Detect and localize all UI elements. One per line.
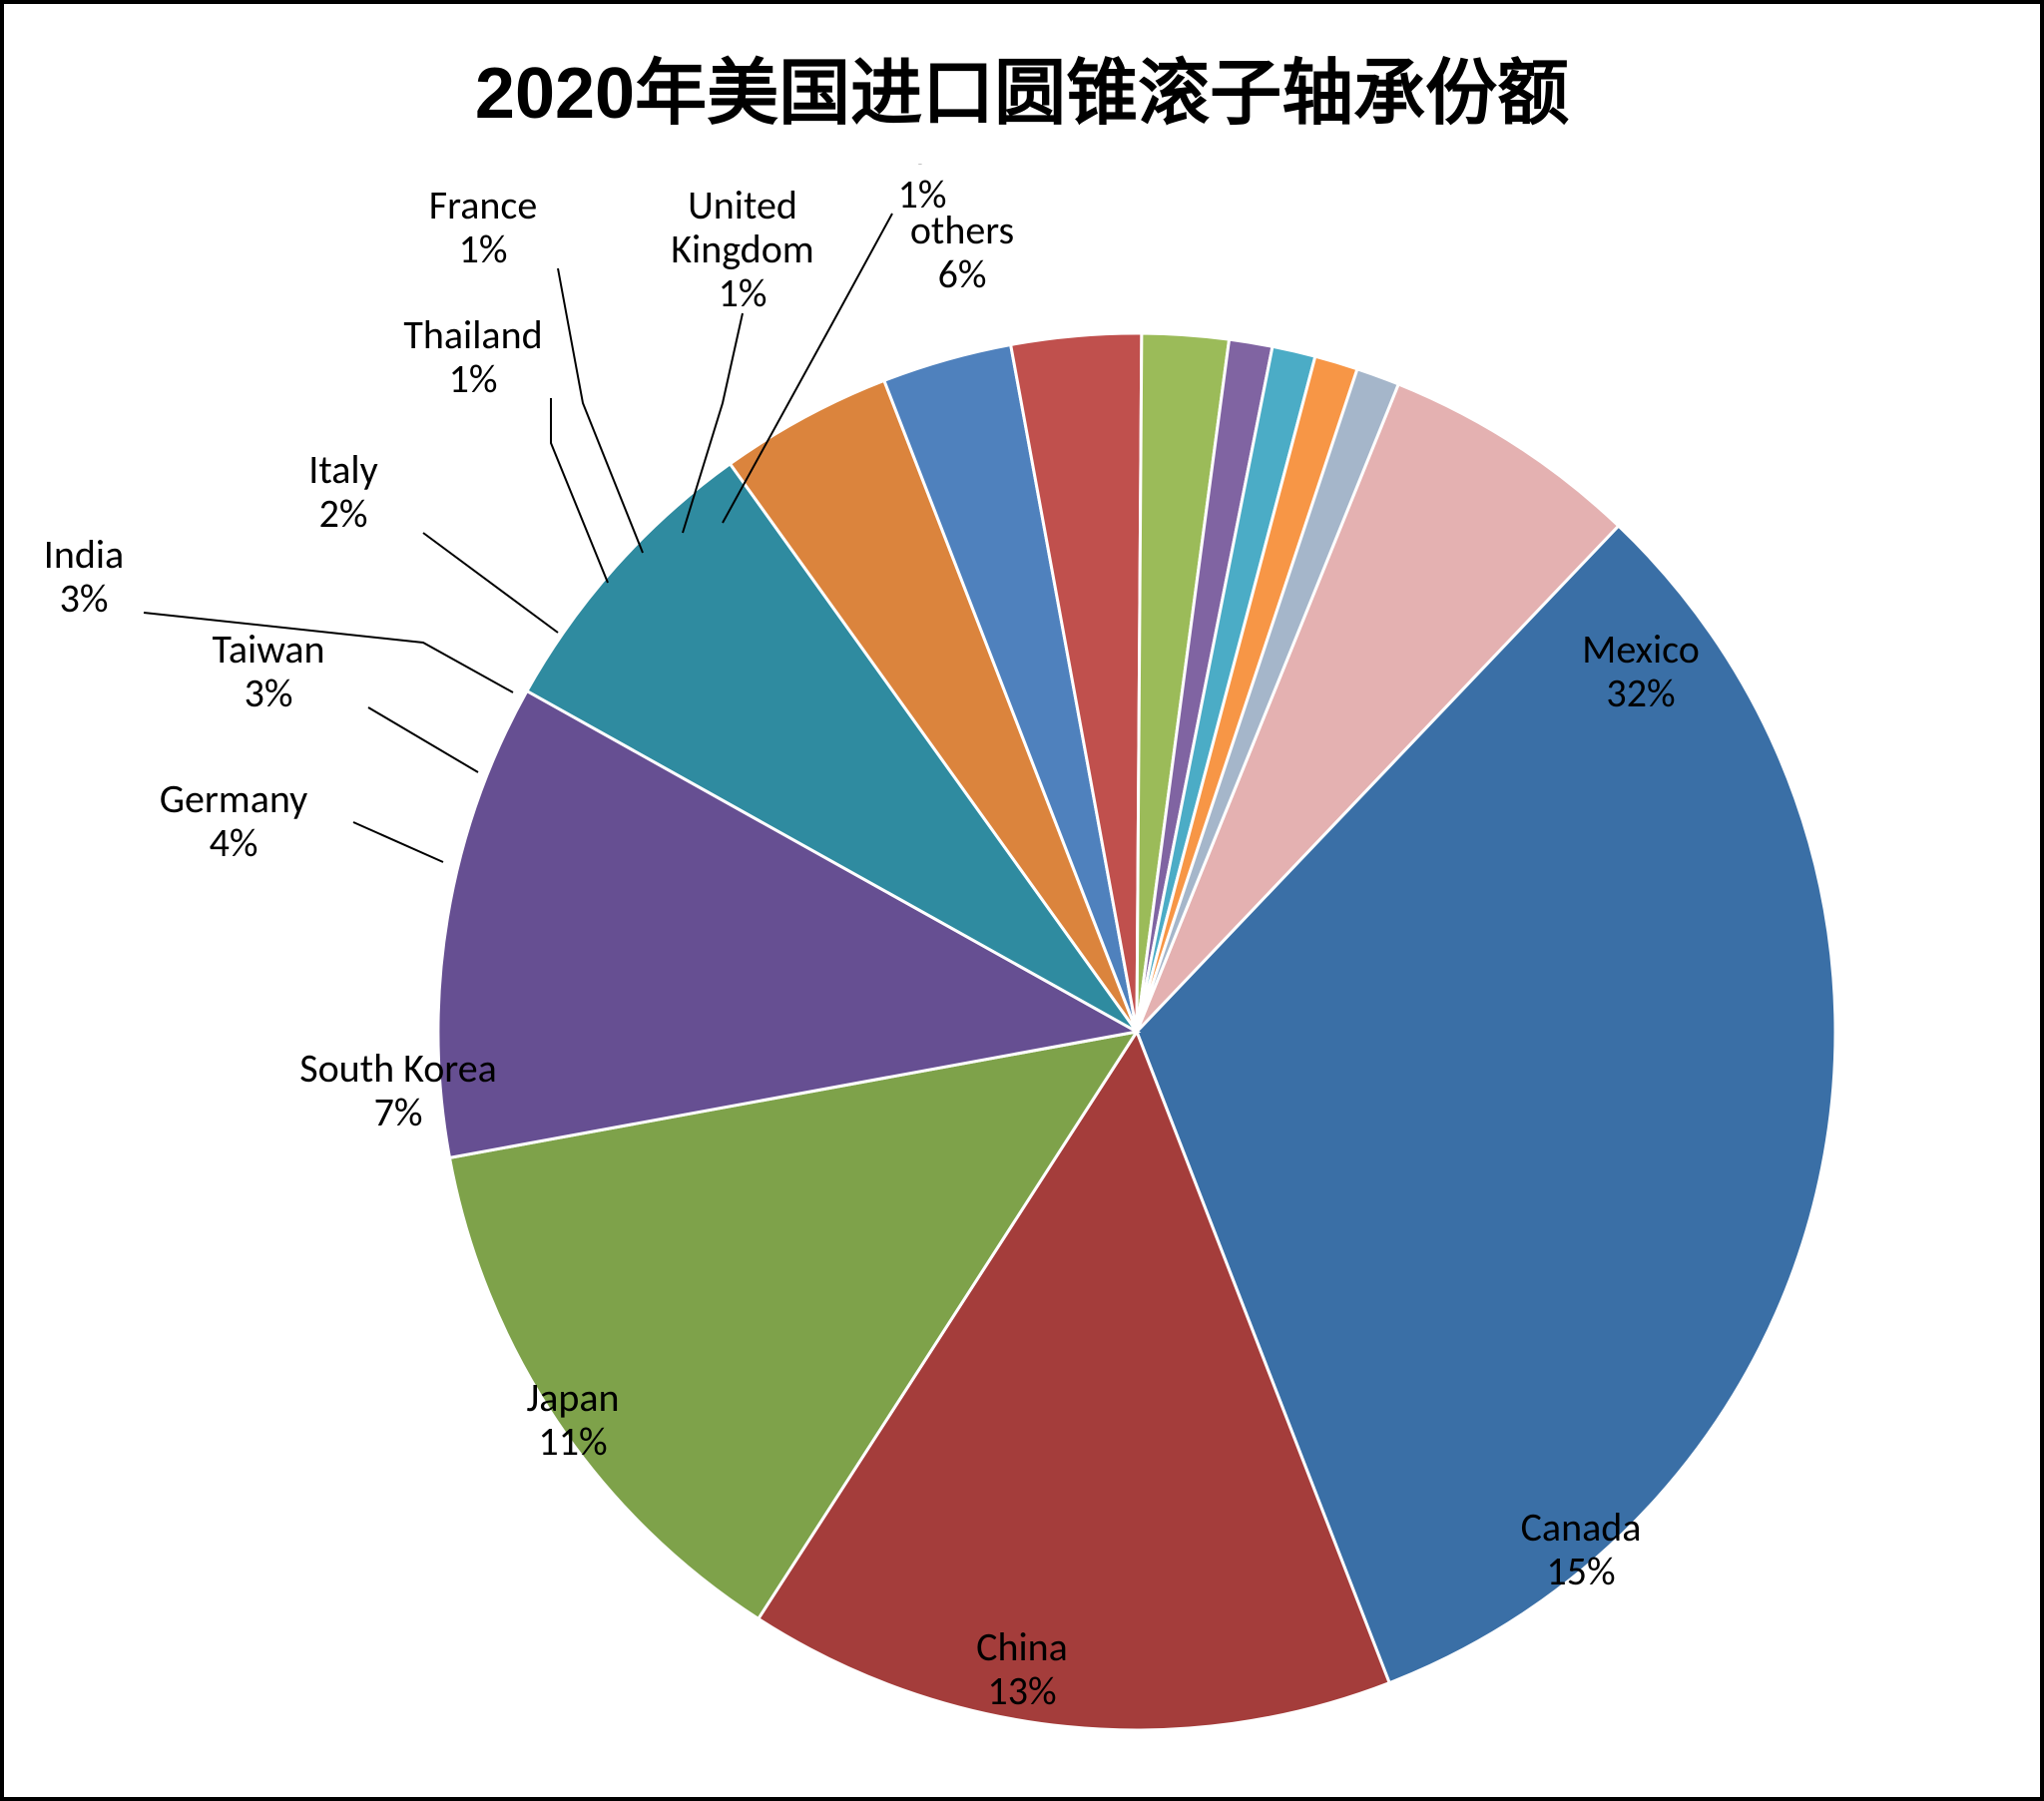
slice-label-percent: 1% [459,225,508,273]
slice-label-text: Kingdom [671,225,814,273]
leader-line [368,707,478,772]
leader-line [144,613,513,692]
slice-label-text: United [688,181,797,229]
chart-frame: 2020年美国进口圆锥滚子轴承份额 others6% Mexico32% Canad… [0,0,2044,1801]
slice-label-thailand: Thailand1% [403,310,542,403]
slice-label-united-kingdom: UnitedKingdom1% [671,181,814,317]
slice-label-percent: 3% [245,669,293,717]
slice-label-france: France1% [429,181,538,273]
slice-label-percent: 3% [60,574,109,623]
slice-label-percent: 15% [1546,1547,1615,1595]
slice-label-text: Germany [160,774,308,823]
slice-label-percent: 11% [538,1417,607,1466]
slice-label-text: South Korea [299,1044,497,1093]
slice-label-percent: 6% [938,249,987,298]
slice-label-text: India [44,530,124,579]
pie-chart: others6%Mexico32%Canada15%China13%Japan1… [4,164,2044,1780]
slice-label-japan: Japan11% [526,1373,619,1466]
leader-line [423,533,558,633]
slice-label-percent: 32% [1606,669,1675,717]
slice-label-text: Japan [526,1373,619,1422]
slice-label-text: China [976,1622,1068,1671]
leader-line [353,822,443,862]
slice-label-china: China13% [976,1622,1068,1715]
slice-label-percent: 2% [319,489,368,538]
slice-label-text: Canada [1521,1503,1642,1552]
slice-label-percent: 1% [898,170,947,219]
chart-title: 2020年美国进口圆锥滚子轴承份额 [4,34,2040,139]
slice-label-text: France [429,181,538,229]
slice-label-germany: Germany4% [160,774,308,867]
slice-label-text: Thailand [403,310,542,359]
leader-line [551,398,608,583]
slice-label-percent: 4% [210,818,258,867]
slice-label-text: Mexico [1582,625,1700,674]
slice-label-taiwan: Taiwan3% [212,625,324,717]
slice-label-others: others6% [910,206,1014,298]
slice-label-percent: 1% [719,268,767,317]
slice-label-italy: Italy2% [308,445,377,538]
slice-label-percent: 13% [987,1666,1056,1715]
leader-line [558,268,643,553]
slice-label-percent: 7% [374,1088,423,1136]
slice-label-text: Taiwan [212,625,324,674]
slice-label-text: Italy [308,445,377,494]
slice-label-india: India3% [44,530,124,623]
slice-label-percent: 1% [449,354,498,403]
